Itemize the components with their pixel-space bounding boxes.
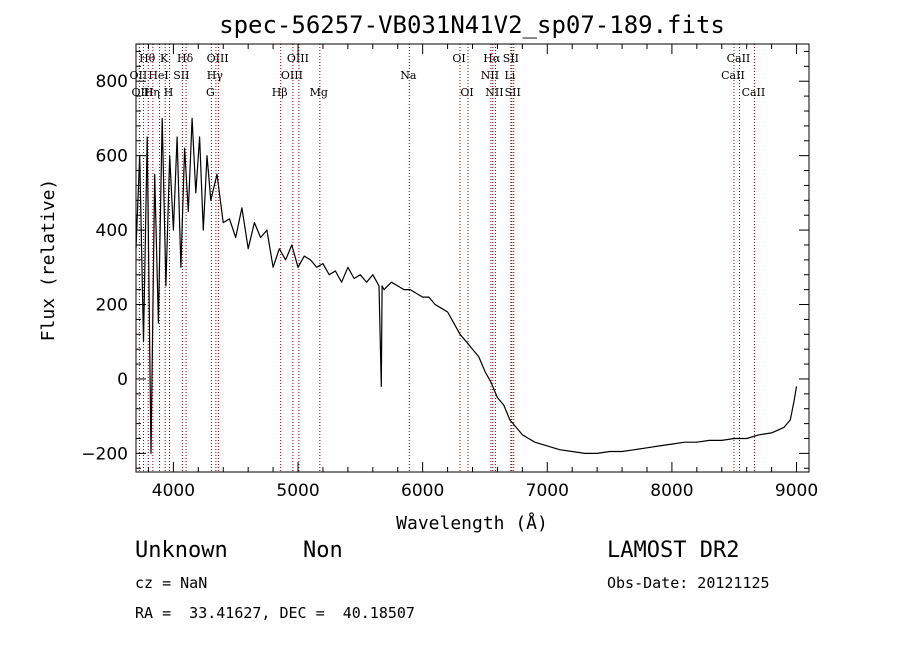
line-label-5: Hη xyxy=(144,86,160,99)
spectrum-series xyxy=(135,117,798,454)
line-label-26: CaII xyxy=(721,69,745,82)
line-label-11: G xyxy=(206,86,215,99)
object-class: Unknown xyxy=(135,538,228,563)
line-label-13: OIII xyxy=(281,69,303,82)
x-tick-label-7000: 7000 xyxy=(526,481,569,501)
line-label-20: SII xyxy=(503,52,519,65)
observation-date: Obs-Date: 20121125 xyxy=(607,574,770,592)
line-label-22: Li xyxy=(504,69,515,82)
plot-frame xyxy=(135,43,810,473)
line-label-3: K xyxy=(160,52,169,65)
line-label-23: NII xyxy=(485,86,503,99)
y-tick-label-400: 400 xyxy=(96,221,128,241)
y-tick-label-600: 600 xyxy=(96,147,128,167)
chart-title: spec-56257-VB031N41V2_sp07-189.fits xyxy=(219,11,725,39)
line-label-9: OIII xyxy=(207,52,229,65)
x-tick-label-8000: 8000 xyxy=(650,481,693,501)
redshift-cz: cz = NaN xyxy=(135,574,208,592)
line-label-0: Hθ xyxy=(139,52,156,65)
line-label-19: Hα xyxy=(483,52,501,65)
line-label-10: Hγ xyxy=(207,69,224,82)
line-label-27: CaII xyxy=(742,86,766,99)
line-label-25: CaII xyxy=(727,52,751,65)
line-label-6: SII xyxy=(173,69,189,82)
sky-coordinates: RA = 33.41627, DEC = 40.18507 xyxy=(135,604,415,622)
line-label-1: OII xyxy=(130,69,148,82)
line-label-7: H xyxy=(164,86,174,99)
x-axis-label: Wavelength (Å) xyxy=(396,512,548,534)
x-tick-label-9000: 9000 xyxy=(775,481,818,501)
line-label-24: SII xyxy=(505,86,521,99)
line-label-15: Mg xyxy=(310,86,328,99)
axis-ticks: 4000 5000 6000 7000 8000 9000 −200 0 200 400 600 80… xyxy=(81,44,818,501)
y-tick-label-800: 800 xyxy=(96,72,128,92)
line-label-18: OI xyxy=(460,86,473,99)
line-label-4: HeI xyxy=(148,69,168,82)
line-label-17: OI xyxy=(452,52,465,65)
line-label-8: Hδ xyxy=(177,52,194,65)
line-label-21: NII xyxy=(481,69,499,82)
survey-name: LAMOST DR2 xyxy=(607,538,740,563)
y-tick-label-0: 0 xyxy=(117,370,128,390)
spectrum-line xyxy=(135,117,798,454)
line-label-14: Hβ xyxy=(272,86,288,99)
object-subclass: Non xyxy=(303,538,343,563)
line-label-12: OIII xyxy=(287,52,309,65)
x-tick-label-4000: 4000 xyxy=(152,481,195,501)
x-tick-label-6000: 6000 xyxy=(401,481,444,501)
x-tick-label-5000: 5000 xyxy=(276,481,319,501)
y-tick-label--200: −200 xyxy=(81,444,128,464)
y-tick-label-200: 200 xyxy=(96,296,128,316)
y-axis-label: Flux (relative) xyxy=(38,179,59,342)
line-label-16: Na xyxy=(400,69,417,82)
